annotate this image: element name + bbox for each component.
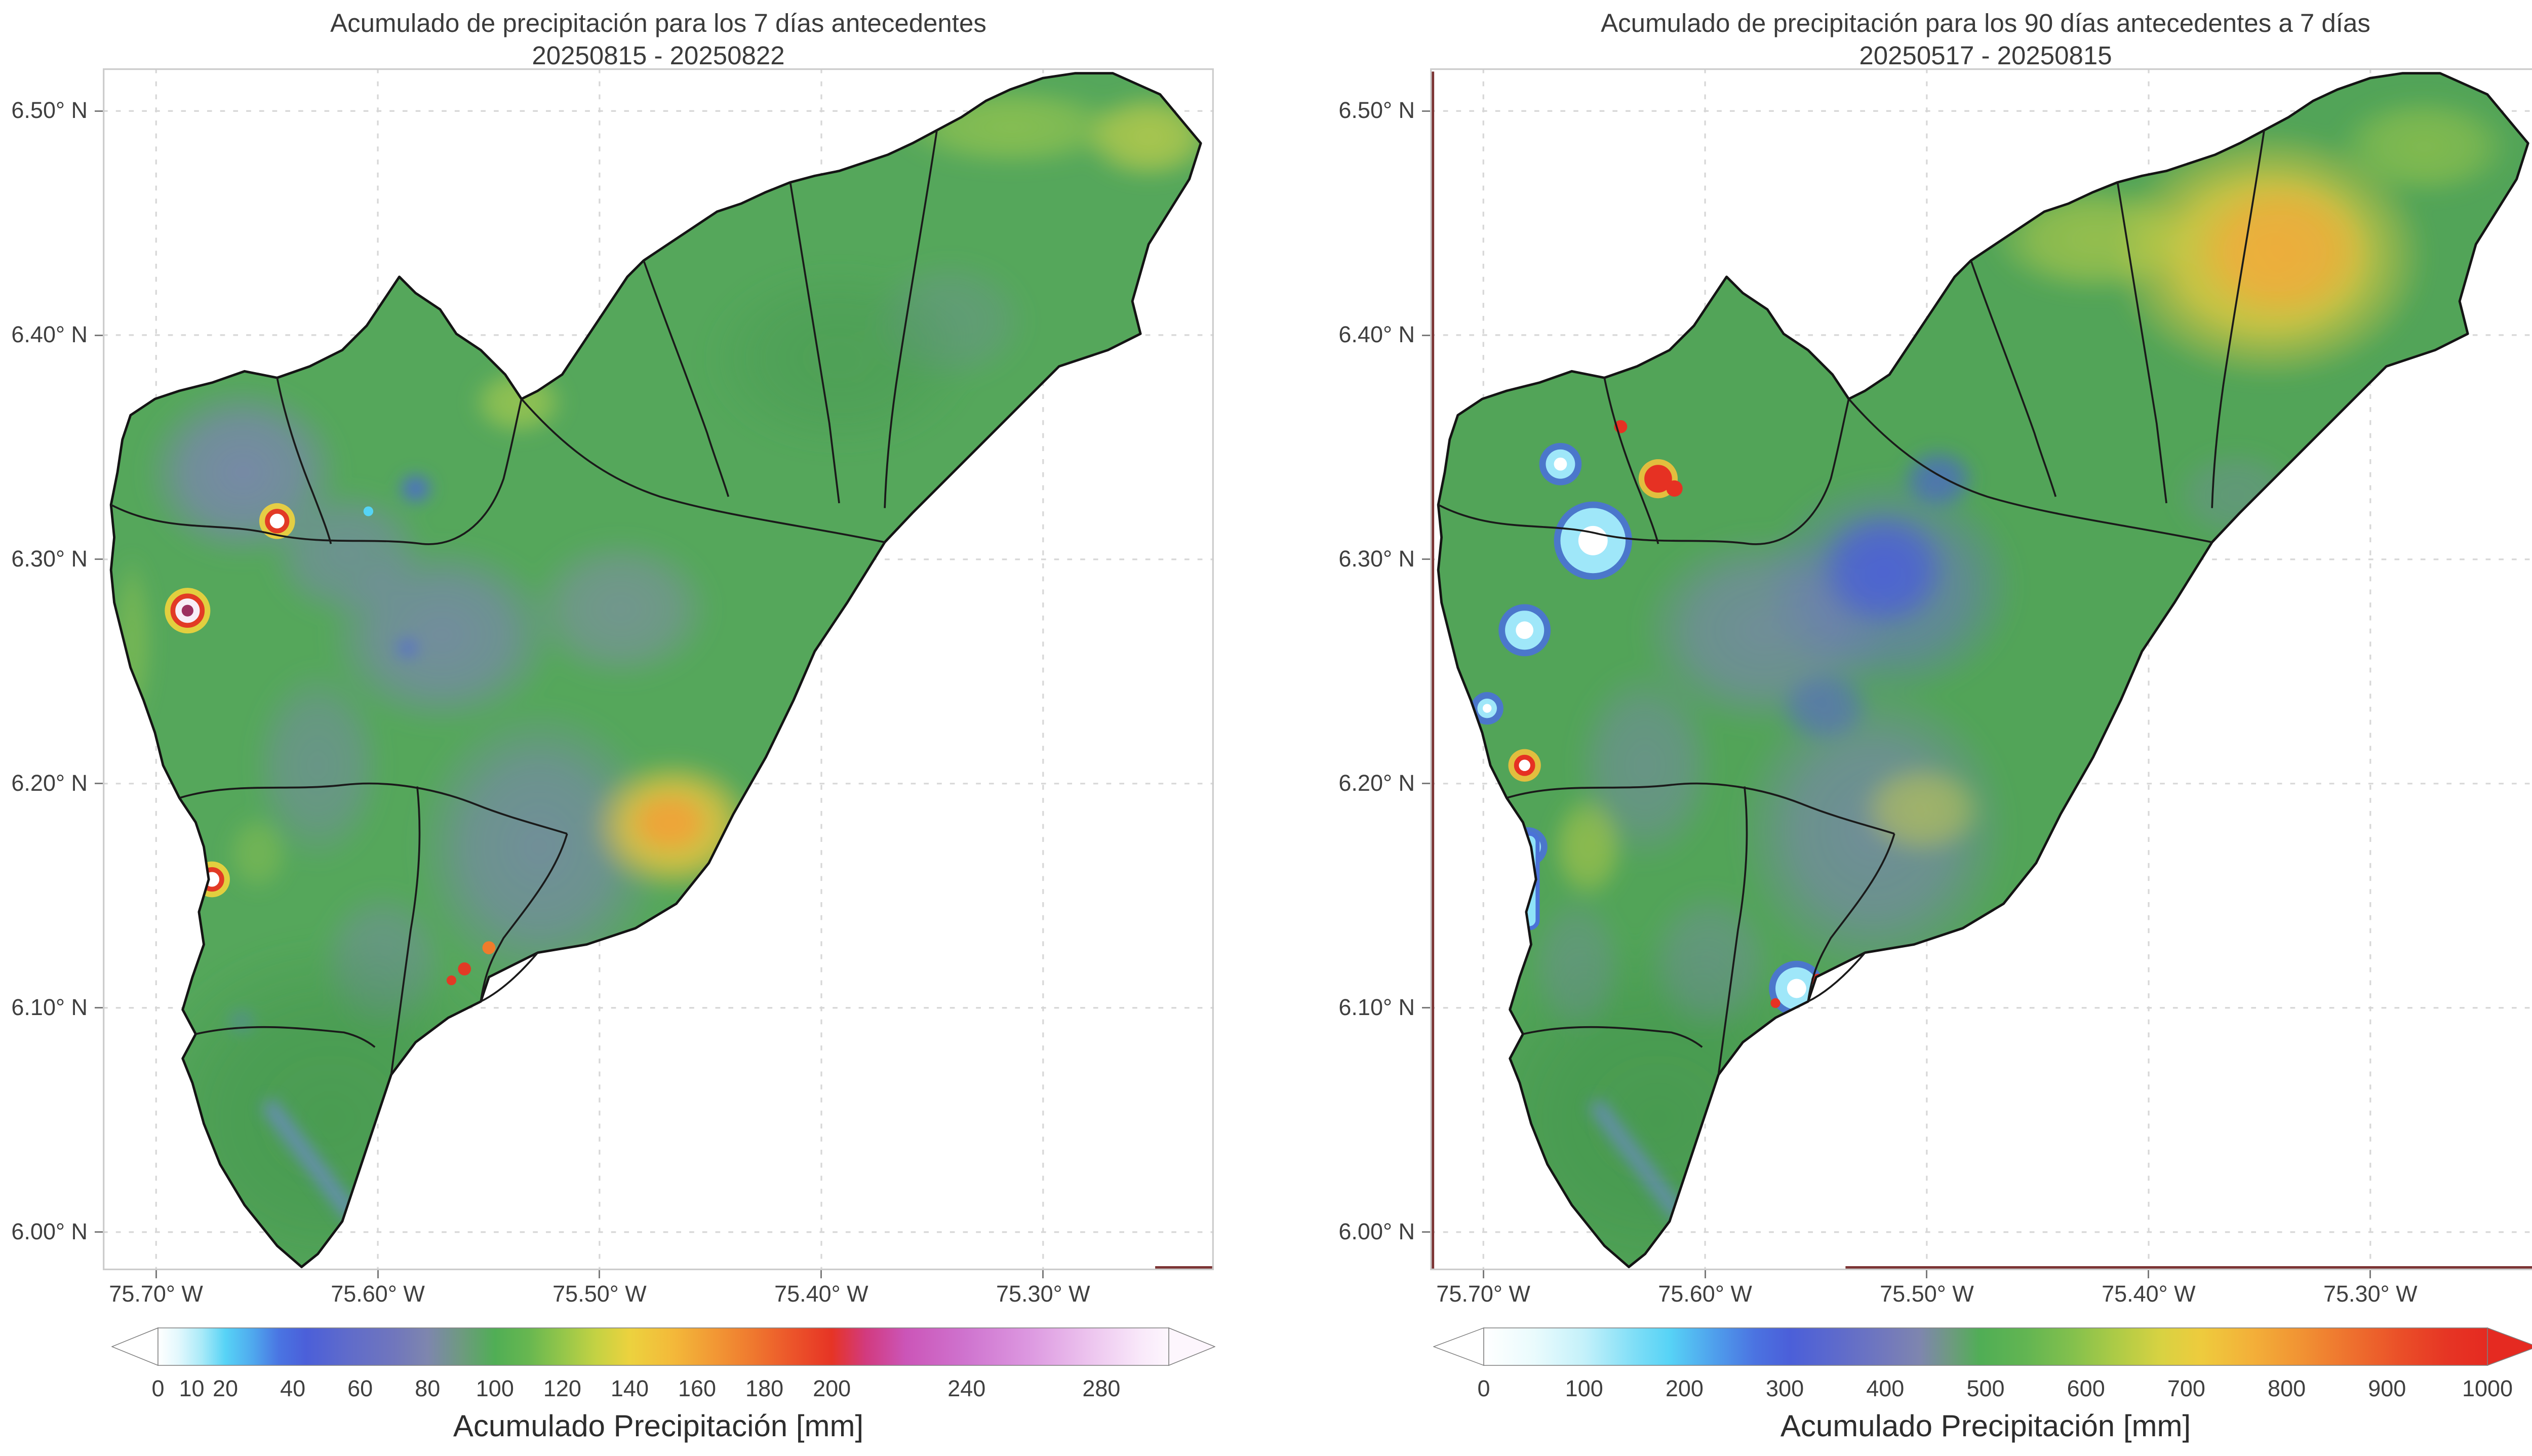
colorbar-tick-label: 300 <box>1766 1376 1804 1401</box>
colorbar-tick-label: 0 <box>1477 1376 1490 1401</box>
colorbar-label-90day: Acumulado Precipitación [mm] <box>1780 1409 2191 1443</box>
colorbar-tick-label: 180 <box>745 1376 784 1401</box>
lon-tick-mark <box>1482 1270 1484 1278</box>
panel-title-dates: 20250815 - 20250822 <box>532 41 785 70</box>
lat-tick-mark <box>95 1231 103 1233</box>
panel-title-90day: Acumulado de precipitación para los 90 d… <box>1430 7 2532 72</box>
lat-tick-mark <box>95 334 103 336</box>
colorbar-under-arrow <box>111 1327 159 1366</box>
colorbar-tick-label: 500 <box>1966 1376 2005 1401</box>
lat-tick-mark <box>1422 1231 1430 1233</box>
colorbar-tick-label: 10 <box>179 1376 205 1401</box>
colorbar-tick-label: 100 <box>1565 1376 1603 1401</box>
colorbar-tick-label: 80 <box>415 1376 441 1401</box>
lon-tick-label: 75.30° W <box>2323 1281 2418 1307</box>
panel-title-dates: 20250517 - 20250815 <box>1859 41 2112 70</box>
colorbar-under-arrow <box>1432 1327 1484 1366</box>
lon-tick-mark <box>2369 1270 2371 1278</box>
panel-title-line1: Acumulado de precipitación para los 90 d… <box>1601 9 2370 37</box>
colorbar-label-7day: Acumulado Precipitación [mm] <box>453 1409 864 1443</box>
panel-title-line1: Acumulado de precipitación para los 7 dí… <box>330 9 986 37</box>
lat-tick-label: 6.00° N <box>11 1218 88 1244</box>
map-plot-90day <box>1430 68 2532 1270</box>
colorbar-tick-label: 600 <box>2067 1376 2105 1401</box>
lat-tick-label: 6.40° N <box>1338 321 1415 348</box>
lon-tick-label: 75.40° W <box>774 1281 868 1307</box>
lon-tick-mark <box>599 1270 601 1278</box>
colorbar-tick-label: 40 <box>280 1376 306 1401</box>
colorbar-tick-label: 100 <box>476 1376 514 1401</box>
colorbar-over-arrow <box>2487 1327 2532 1366</box>
lon-tick-label: 75.70° W <box>1436 1281 1530 1307</box>
colorbar-gradient <box>1432 1327 2532 1366</box>
lon-tick-mark <box>1926 1270 1928 1278</box>
basin-map <box>1430 68 2532 1270</box>
colorbar-tick-label: 900 <box>2368 1376 2406 1401</box>
lon-tick-label: 75.60° W <box>1658 1281 1752 1307</box>
lat-tick-mark <box>1422 558 1430 560</box>
colorbar-over-arrow <box>1168 1327 1216 1366</box>
lat-tick-label: 6.30° N <box>11 545 88 572</box>
lat-tick-label: 6.20° N <box>11 770 88 796</box>
colorbar-tick-label: 120 <box>543 1376 581 1401</box>
lon-tick-mark <box>2148 1270 2150 1278</box>
lat-tick-mark <box>95 558 103 560</box>
colorbar-90day <box>1432 1327 2532 1366</box>
lon-tick-label: 75.40° W <box>2102 1281 2196 1307</box>
colorbar-tick-label: 1000 <box>2462 1376 2513 1401</box>
colorbar-tick-label: 400 <box>1866 1376 1905 1401</box>
colorbar-tick-label: 140 <box>610 1376 649 1401</box>
lat-tick-mark <box>1422 783 1430 785</box>
colorbar-tick-label: 60 <box>347 1376 373 1401</box>
lat-tick-label: 6.40° N <box>11 321 88 348</box>
lat-tick-mark <box>95 110 103 112</box>
colorbar-7day <box>111 1327 1216 1366</box>
colorbar-gradient <box>111 1327 1216 1366</box>
lat-tick-mark <box>1422 334 1430 336</box>
lat-tick-label: 6.50° N <box>11 97 88 124</box>
lon-tick-mark <box>1042 1270 1044 1278</box>
lon-tick-mark <box>377 1270 379 1278</box>
lon-tick-mark <box>155 1270 157 1278</box>
panel-title-7day: Acumulado de precipitación para los 7 dí… <box>103 7 1214 72</box>
lat-tick-label: 6.30° N <box>1338 545 1415 572</box>
lon-tick-label: 75.30° W <box>996 1281 1090 1307</box>
lon-tick-label: 75.50° W <box>552 1281 647 1307</box>
colorbar-tick-label: 0 <box>151 1376 165 1401</box>
colorbar-tick-label: 700 <box>2167 1376 2205 1401</box>
colorbar-tick-label: 280 <box>1082 1376 1121 1401</box>
lat-tick-label: 6.10° N <box>11 994 88 1020</box>
lat-tick-label: 6.10° N <box>1338 994 1415 1020</box>
lon-tick-mark <box>1704 1270 1706 1278</box>
colorbar-tick-label: 240 <box>947 1376 986 1401</box>
lat-tick-label: 6.50° N <box>1338 97 1415 124</box>
lon-tick-label: 75.50° W <box>1880 1281 1974 1307</box>
lat-tick-mark <box>1422 1007 1430 1009</box>
lat-tick-label: 6.20° N <box>1338 770 1415 796</box>
lon-tick-label: 75.60° W <box>331 1281 425 1307</box>
colorbar-tick-label: 160 <box>678 1376 717 1401</box>
basin-map <box>103 68 1214 1270</box>
lat-tick-label: 6.00° N <box>1338 1218 1415 1244</box>
lat-tick-mark <box>95 1007 103 1009</box>
lat-tick-mark <box>1422 110 1430 112</box>
colorbar-tick-label: 20 <box>213 1376 239 1401</box>
lon-tick-mark <box>820 1270 822 1278</box>
colorbar-tick-label: 200 <box>1665 1376 1704 1401</box>
map-plot-7day <box>103 68 1214 1270</box>
lat-tick-mark <box>95 783 103 785</box>
lon-tick-label: 75.70° W <box>109 1281 203 1307</box>
colorbar-tick-label: 200 <box>813 1376 851 1401</box>
colorbar-tick-label: 800 <box>2268 1376 2306 1401</box>
